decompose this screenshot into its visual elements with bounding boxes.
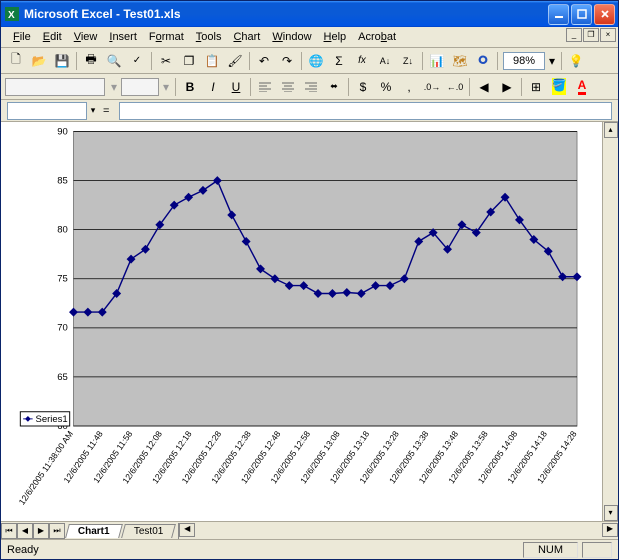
sheet-tab-chart1[interactable]: Chart1 bbox=[65, 524, 122, 538]
new-icon[interactable]: 🗋 bbox=[5, 50, 27, 72]
decrease-decimal-icon[interactable]: ←.0 bbox=[444, 76, 466, 98]
fontsize-dropdown-icon[interactable]: ▾ bbox=[160, 76, 172, 98]
menu-tools[interactable]: Tools bbox=[190, 29, 228, 45]
increase-decimal-icon[interactable]: .0→ bbox=[421, 76, 443, 98]
svg-text:X: X bbox=[8, 10, 15, 21]
map-icon[interactable]: 🗺 bbox=[449, 50, 471, 72]
sort-desc-icon[interactable]: Z↓ bbox=[397, 50, 419, 72]
minimize-button[interactable] bbox=[548, 4, 569, 25]
svg-text:65: 65 bbox=[57, 372, 68, 383]
borders-icon[interactable]: ⊞ bbox=[525, 76, 547, 98]
menu-chart[interactable]: Chart bbox=[227, 29, 266, 45]
autosum-icon[interactable]: Σ bbox=[328, 50, 350, 72]
font-color-icon[interactable]: A bbox=[571, 76, 593, 98]
scroll-right-icon[interactable]: ▶ bbox=[602, 523, 618, 537]
drawing-icon[interactable]: 🞉 bbox=[472, 50, 494, 72]
svg-text:12/6/2005 11:38:00 AM: 12/6/2005 11:38:00 AM bbox=[17, 429, 76, 507]
align-center-icon[interactable] bbox=[277, 76, 299, 98]
format-painter-icon[interactable]: 🖌 bbox=[224, 50, 246, 72]
sort-asc-icon[interactable]: A↓ bbox=[374, 50, 396, 72]
scroll-up-icon[interactable]: ▴ bbox=[604, 122, 618, 138]
chart-wizard-icon[interactable]: 📊 bbox=[426, 50, 448, 72]
svg-text:80: 80 bbox=[57, 225, 68, 236]
chart-area[interactable]: 6065707580859012/6/2005 11:38:00 AM12/6/… bbox=[1, 122, 602, 521]
align-right-icon[interactable] bbox=[300, 76, 322, 98]
menu-edit[interactable]: Edit bbox=[37, 29, 68, 45]
paste-icon[interactable]: 📋 bbox=[201, 50, 223, 72]
mdi-close[interactable]: × bbox=[600, 28, 616, 42]
svg-text:85: 85 bbox=[57, 175, 68, 186]
copy-icon[interactable]: ❐ bbox=[178, 50, 200, 72]
mdi-minimize[interactable]: _ bbox=[566, 28, 582, 42]
horizontal-scrollbar[interactable]: ◀ ▶ bbox=[178, 523, 618, 539]
spell-icon[interactable]: ✓ bbox=[126, 50, 148, 72]
bold-icon[interactable]: B bbox=[179, 76, 201, 98]
svg-text:90: 90 bbox=[57, 126, 68, 137]
close-button[interactable] bbox=[594, 4, 615, 25]
status-ready: Ready bbox=[7, 544, 39, 556]
menu-bar: File Edit View Insert Format Tools Chart… bbox=[1, 27, 618, 48]
menu-format[interactable]: Format bbox=[143, 29, 190, 45]
vertical-scrollbar[interactable]: ▴ ▾ bbox=[602, 122, 618, 521]
tab-prev-icon[interactable]: ◀ bbox=[17, 523, 33, 539]
comma-icon[interactable]: , bbox=[398, 76, 420, 98]
underline-icon[interactable]: U bbox=[225, 76, 247, 98]
help-icon[interactable]: 💡 bbox=[565, 50, 587, 72]
align-left-icon[interactable] bbox=[254, 76, 276, 98]
fx-label: = bbox=[103, 105, 109, 117]
formatting-toolbar: ▾ ▾ B I U ⬌ $ % , .0→ ←.0 ◀ ▶ ⊞ 🪣 A bbox=[1, 74, 618, 100]
preview-icon[interactable]: 🔍 bbox=[103, 50, 125, 72]
undo-icon[interactable]: ↶ bbox=[253, 50, 275, 72]
increase-indent-icon[interactable]: ▶ bbox=[496, 76, 518, 98]
svg-text:70: 70 bbox=[57, 323, 68, 334]
currency-icon[interactable]: $ bbox=[352, 76, 374, 98]
window-title: Microsoft Excel - Test01.xls bbox=[24, 7, 548, 21]
open-icon[interactable]: 📂 bbox=[28, 50, 50, 72]
merge-icon[interactable]: ⬌ bbox=[323, 76, 345, 98]
print-icon[interactable]: 🖶 bbox=[80, 50, 102, 72]
tab-next-icon[interactable]: ▶ bbox=[33, 523, 49, 539]
fontname-dropdown-icon[interactable]: ▾ bbox=[108, 76, 120, 98]
menu-file[interactable]: File bbox=[7, 29, 37, 45]
app-icon: X bbox=[4, 6, 20, 22]
zoom-dropdown-icon[interactable]: ▾ bbox=[546, 50, 558, 72]
menu-window[interactable]: Window bbox=[266, 29, 317, 45]
scroll-down-icon[interactable]: ▾ bbox=[604, 505, 618, 521]
hyperlink-icon[interactable]: 🌐 bbox=[305, 50, 327, 72]
formula-input[interactable] bbox=[119, 102, 612, 120]
svg-text:75: 75 bbox=[57, 274, 68, 285]
status-num: NUM bbox=[523, 542, 578, 558]
fill-color-icon[interactable]: 🪣 bbox=[548, 76, 570, 98]
tab-last-icon[interactable]: ⏭ bbox=[49, 523, 65, 539]
function-icon[interactable]: fx bbox=[351, 50, 373, 72]
tab-first-icon[interactable]: ⏮ bbox=[1, 523, 17, 539]
name-box[interactable] bbox=[7, 102, 87, 120]
percent-icon[interactable]: % bbox=[375, 76, 397, 98]
menu-acrobat[interactable]: Acrobat bbox=[352, 29, 402, 45]
italic-icon[interactable]: I bbox=[202, 76, 224, 98]
menu-help[interactable]: Help bbox=[318, 29, 353, 45]
svg-text:Series1: Series1 bbox=[36, 414, 68, 425]
cut-icon[interactable]: ✂ bbox=[155, 50, 177, 72]
sheet-tab-test01[interactable]: Test01 bbox=[121, 524, 176, 538]
decrease-indent-icon[interactable]: ◀ bbox=[473, 76, 495, 98]
save-icon[interactable]: 💾 bbox=[51, 50, 73, 72]
scroll-left-icon[interactable]: ◀ bbox=[179, 523, 195, 537]
zoom-input[interactable] bbox=[503, 52, 545, 70]
menu-view[interactable]: View bbox=[68, 29, 104, 45]
menu-insert[interactable]: Insert bbox=[103, 29, 143, 45]
standard-toolbar: 🗋 📂 💾 🖶 🔍 ✓ ✂ ❐ 📋 🖌 ↶ ↷ 🌐 Σ fx A↓ Z↓ 📊 🗺… bbox=[1, 48, 618, 74]
redo-icon[interactable]: ↷ bbox=[276, 50, 298, 72]
mdi-restore[interactable]: ❐ bbox=[583, 28, 599, 42]
maximize-button[interactable] bbox=[571, 4, 592, 25]
